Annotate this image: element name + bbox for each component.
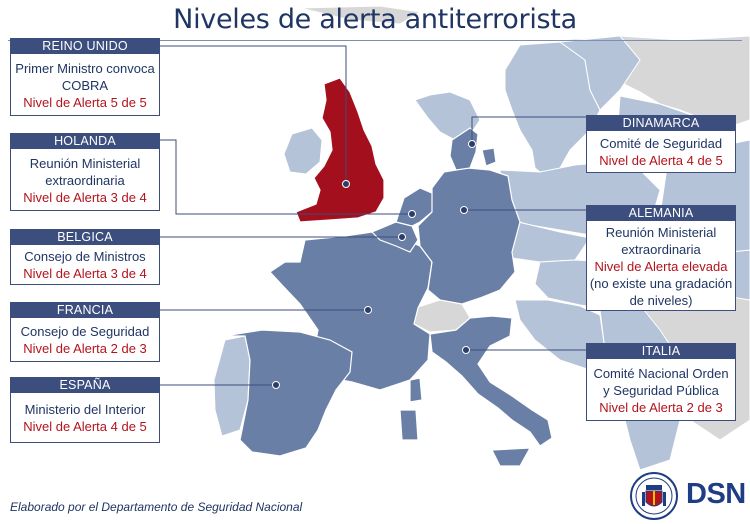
reino-unido-level: Nivel de Alerta 5 de 5 bbox=[23, 95, 147, 110]
alemania-line4: de niveles) bbox=[629, 293, 693, 308]
marker-reino-unido bbox=[342, 180, 350, 188]
italia-line1: Comité Nacional Orden bbox=[593, 366, 729, 381]
italia-box: ITALIA Comité Nacional Orden y Seguridad… bbox=[586, 343, 736, 421]
belgica-line1: Consejo de Ministros bbox=[24, 249, 146, 264]
location-markers bbox=[272, 140, 476, 389]
espana-box: ESPAÑA Ministerio del Interior Nivel de … bbox=[10, 377, 160, 443]
italia-line2: y Seguridad Pública bbox=[603, 383, 719, 398]
francia-box: FRANCIA Consejo de Seguridad Nivel de Al… bbox=[10, 302, 160, 362]
holanda-box: HOLANDA Reunión Ministerial extraordinar… bbox=[10, 133, 160, 211]
marker-dinamarca bbox=[468, 140, 476, 148]
marker-alemania bbox=[460, 206, 468, 214]
italia-header: ITALIA bbox=[587, 344, 735, 359]
reino-unido-header: REINO UNIDO bbox=[11, 39, 159, 54]
alemania-level: Nivel de Alerta elevada bbox=[594, 259, 728, 274]
marker-italia bbox=[462, 346, 470, 354]
espana-header: ESPAÑA bbox=[11, 378, 159, 393]
featured-countries bbox=[223, 127, 553, 467]
holanda-line2: extraordinaria bbox=[45, 173, 125, 188]
reino-unido-line2: COBRA bbox=[61, 78, 109, 93]
germany-shape bbox=[417, 167, 521, 305]
italy-shape bbox=[429, 315, 553, 447]
belgica-box: BELGICA Consejo de Ministros Nivel de Al… bbox=[10, 229, 160, 285]
alemania-box: ALEMANIA Reunión Ministerial extraordina… bbox=[586, 205, 736, 311]
francia-level: Nivel de Alerta 2 de 3 bbox=[23, 341, 147, 356]
belgica-header: BELGICA bbox=[11, 230, 159, 245]
spain-shape bbox=[223, 329, 353, 457]
marker-espana bbox=[272, 381, 280, 389]
alemania-line2: extraordinaria bbox=[621, 242, 701, 257]
dinamarca-level: Nivel de Alerta 4 de 5 bbox=[599, 153, 723, 168]
map-title: Niveles de alerta antiterrorista bbox=[173, 4, 577, 35]
dsn-seal-icon bbox=[630, 472, 678, 520]
alemania-header: ALEMANIA bbox=[587, 206, 735, 221]
alemania-line1: Reunión Ministerial bbox=[605, 225, 717, 240]
connector-lines bbox=[160, 45, 586, 386]
espana-level: Nivel de Alerta 4 de 5 bbox=[23, 419, 147, 434]
marker-holanda bbox=[408, 210, 416, 218]
dinamarca-box: DINAMARCA Comité de Seguridad Nivel de A… bbox=[586, 115, 736, 173]
title-divider bbox=[8, 40, 742, 41]
holanda-header: HOLANDA bbox=[11, 134, 159, 149]
reino-unido-line1: Primer Ministro convoca bbox=[15, 61, 155, 76]
espana-line1: Ministerio del Interior bbox=[24, 402, 146, 417]
marker-francia bbox=[364, 306, 372, 314]
dinamarca-line1: Comité de Seguridad bbox=[599, 136, 723, 151]
reino-unido-box: REINO UNIDO Primer Ministro convoca COBR… bbox=[10, 38, 160, 116]
italia-level: Nivel de Alerta 2 de 3 bbox=[599, 400, 723, 415]
marker-belgica bbox=[398, 233, 406, 241]
holanda-level: Nivel de Alerta 3 de 4 bbox=[23, 190, 147, 205]
francia-header: FRANCIA bbox=[11, 303, 159, 318]
ireland-shape bbox=[283, 127, 323, 175]
dsn-logo-text: DSN bbox=[686, 478, 746, 510]
credit-text: Elaborado por el Departamento de Segurid… bbox=[10, 500, 303, 514]
holanda-line1: Reunión Ministerial bbox=[29, 156, 141, 171]
alemania-line3: (no existe una gradación bbox=[589, 276, 733, 291]
francia-line1: Consejo de Seguridad bbox=[20, 324, 150, 339]
denmark-shape bbox=[449, 127, 479, 171]
belgica-level: Nivel de Alerta 3 de 4 bbox=[23, 266, 147, 281]
uk-shape bbox=[295, 77, 385, 223]
dinamarca-header: DINAMARCA bbox=[587, 116, 735, 131]
